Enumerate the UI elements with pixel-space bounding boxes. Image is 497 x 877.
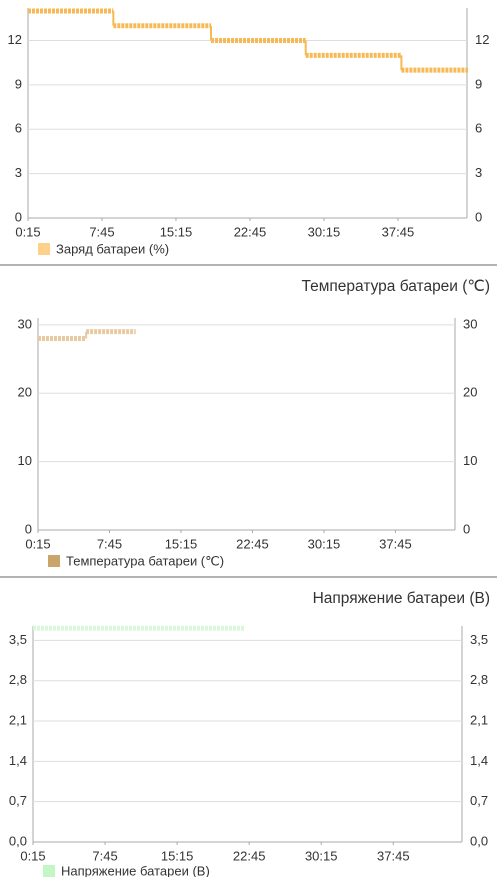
x-tick-label: 37:45 [377, 848, 410, 863]
y-tick-label: 10 [18, 453, 32, 468]
y-tick-label: 1,4 [9, 753, 27, 768]
x-tick-label: 30:15 [305, 848, 338, 863]
legend-label: Температура батареи (℃) [66, 553, 224, 568]
y-tick-label: 3 [475, 165, 482, 180]
y-tick-label: 1,4 [470, 753, 488, 768]
x-tick-label: 30:15 [308, 224, 341, 239]
x-tick-label: 15:15 [161, 848, 194, 863]
y-tick-label: 6 [15, 121, 22, 136]
legend-swatch [48, 555, 60, 567]
y-tick-label: 2,8 [9, 672, 27, 687]
y-tick-label: 0 [463, 521, 470, 536]
y-tick-label: 9 [15, 76, 22, 91]
y-tick-label: 0,0 [9, 833, 27, 848]
y-tick-label: 3,5 [470, 632, 488, 647]
y-tick-label: 6 [475, 121, 482, 136]
y-tick-label: 3,5 [9, 632, 27, 647]
y-tick-label: 0 [15, 209, 22, 224]
y-tick-label: 0,0 [470, 833, 488, 848]
y-tick-label: 30 [18, 316, 32, 331]
x-tick-label: 7:45 [97, 536, 122, 551]
chart-title: Температура батареи (℃) [302, 278, 490, 295]
x-tick-label: 0:15 [20, 848, 45, 863]
legend-swatch [43, 865, 55, 877]
y-tick-label: 30 [463, 316, 477, 331]
x-tick-label: 0:15 [15, 224, 40, 239]
y-tick-label: 9 [475, 76, 482, 91]
y-tick-label: 20 [463, 385, 477, 400]
legend-swatch [38, 243, 50, 255]
x-tick-label: 22:45 [234, 224, 267, 239]
x-tick-label: 37:45 [379, 536, 412, 551]
x-tick-label: 22:45 [233, 848, 266, 863]
x-tick-label: 37:45 [382, 224, 415, 239]
x-tick-label: 22:45 [236, 536, 269, 551]
y-tick-label: 10 [463, 453, 477, 468]
x-tick-label: 0:15 [25, 536, 50, 551]
y-tick-label: 2,1 [470, 712, 488, 727]
y-tick-label: 0 [475, 209, 482, 224]
y-tick-label: 2,8 [470, 672, 488, 687]
x-tick-label: 30:15 [308, 536, 341, 551]
x-tick-label: 7:45 [92, 848, 117, 863]
legend-label: Заряд батареи (%) [56, 241, 169, 256]
y-tick-label: 20 [18, 385, 32, 400]
x-tick-label: 15:15 [160, 224, 193, 239]
x-tick-label: 7:45 [89, 224, 114, 239]
y-tick-label: 0,7 [470, 793, 488, 808]
y-tick-label: 0 [25, 521, 32, 536]
legend-label: Напряжение батареи (В) [61, 863, 210, 877]
y-tick-label: 12 [8, 32, 22, 47]
y-tick-label: 2,1 [9, 712, 27, 727]
y-tick-label: 3 [15, 165, 22, 180]
chart-title: Напряжение батареи (В) [313, 590, 490, 607]
y-tick-label: 12 [475, 32, 489, 47]
y-tick-label: 0,7 [9, 793, 27, 808]
x-tick-label: 15:15 [165, 536, 198, 551]
